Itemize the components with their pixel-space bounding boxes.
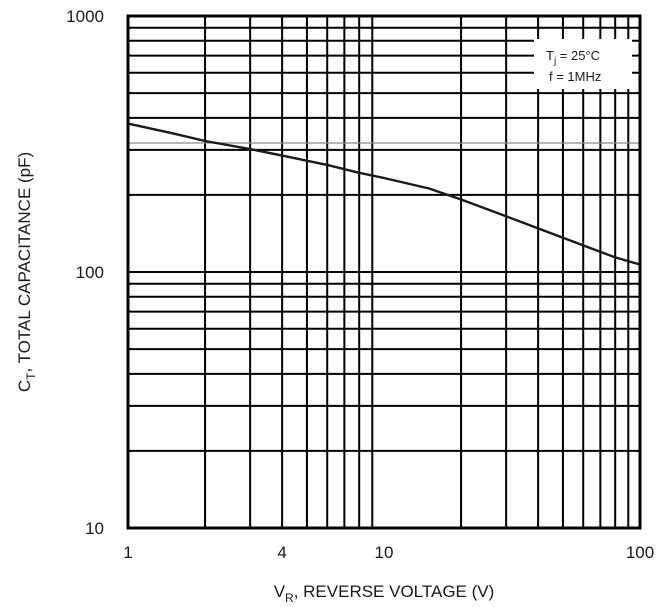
capacitance-curve: [127, 122, 641, 266]
y-tick-label: 1000: [66, 7, 104, 26]
x-tick-labels: 1 4 10 100: [123, 543, 654, 562]
x-tick-label: 100: [626, 543, 654, 562]
y-tick-label: 10: [85, 519, 104, 538]
plot-frame: [126, 14, 642, 530]
grid-lines: [128, 16, 640, 529]
x-axis-label: VR, REVERSE VOLTAGE (V): [274, 582, 495, 605]
annotation-temperature: Tj = 25°C: [546, 48, 600, 67]
x-tick-label: 4: [277, 543, 286, 562]
annotation-box: [534, 39, 632, 89]
x-tick-label: 10: [375, 543, 394, 562]
y-tick-labels: 10 100 1000: [66, 7, 104, 538]
y-tick-label: 100: [76, 263, 104, 282]
x-tick-label: 1: [123, 543, 132, 562]
annotation-frequency: f = 1MHz: [549, 69, 601, 84]
y-axis-label: CT, TOTAL CAPACITANCE (pF): [15, 152, 38, 392]
